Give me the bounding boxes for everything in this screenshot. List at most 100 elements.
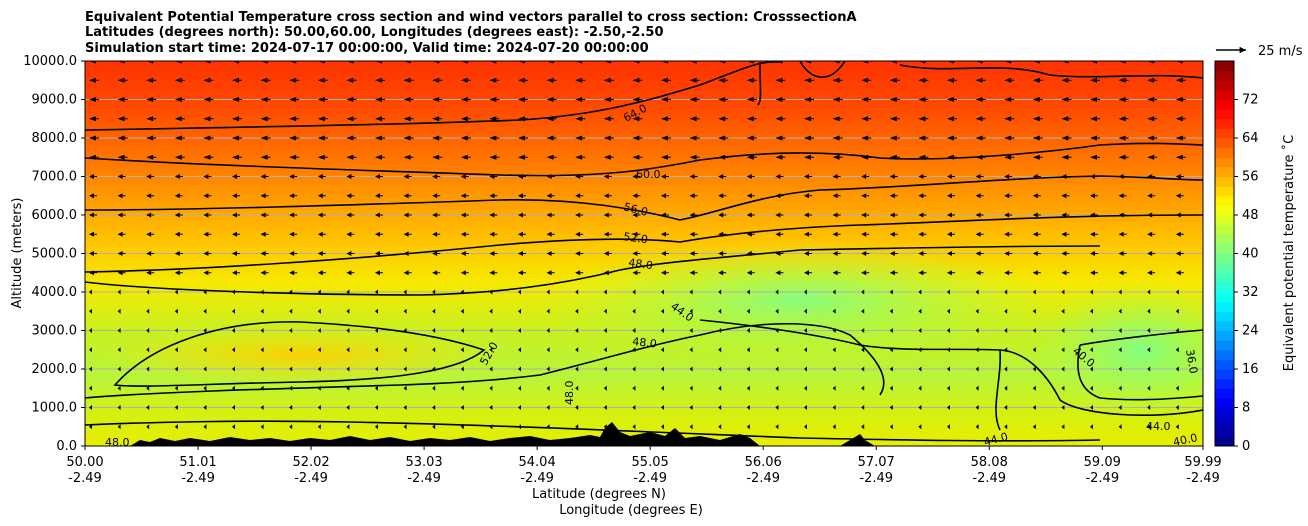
wind-vector [947,97,954,102]
wind-vector [117,328,121,333]
wind-vector [889,289,893,295]
wind-vector [432,193,438,199]
wind-vector [804,251,809,256]
cool-region-mid [540,240,1060,360]
wind-vector [661,251,666,256]
wind-vector [1175,154,1183,160]
contour-label-52: 52.0 [623,230,649,246]
wind-vector [117,135,125,141]
wind-vector [1004,289,1008,295]
wind-vector [832,212,838,218]
wind-vector [975,97,983,102]
wind-vector [1090,231,1095,237]
wind-vector [889,366,893,372]
colorbar-segment [1215,205,1234,216]
wind-vector [975,424,979,430]
wind-vector [432,135,440,141]
wind-vector [1061,61,1069,64]
wind-vector [460,251,466,256]
colorbar-segment [1215,320,1234,331]
wind-vector [575,270,581,276]
wind-vector [203,405,207,410]
wind-vector [146,231,152,237]
wind-vector [489,366,493,372]
wind-vector [661,154,668,160]
wind-vector [518,212,523,218]
wind-vector [1118,231,1124,237]
wind-vector [174,154,182,160]
wind-vector [889,193,895,199]
wind-vector [546,347,550,353]
wind-vector [1004,366,1008,372]
wind-vector [203,251,209,256]
wind-vector [1147,328,1151,333]
wind-vector [518,193,523,199]
wind-vector [432,308,436,314]
wind-vector [861,308,865,314]
wind-vector [546,328,550,333]
wind-vector [317,424,321,430]
wind-vector [1090,251,1095,256]
wind-vector [947,328,950,333]
wind-vector [918,405,922,410]
wind-vector [546,289,550,295]
wind-vector [460,174,466,179]
wind-vector [575,385,579,391]
wind-vector [689,154,697,160]
wind-vector [775,385,779,391]
wind-vector [432,231,438,237]
wind-vector [1147,347,1151,353]
wind-vector [947,270,952,276]
wind-vector [146,347,150,353]
wind-vector [1004,212,1010,218]
wind-vector [203,154,211,160]
y-tick-label: 10000.0 [23,54,77,69]
wind-vector [89,328,92,333]
y-tick-label: 2000.0 [32,362,78,377]
wind-vector [804,424,807,430]
wind-vector [603,308,607,314]
wind-vector [1147,231,1153,237]
colorbar-segment [1215,215,1234,226]
wind-vector [317,328,321,333]
wind-vector [661,328,664,333]
wind-vector [375,174,380,179]
wind-vector [489,251,495,256]
x-tick-label-lon: -2.49 [294,471,328,486]
wind-vector [317,308,321,314]
wind-vector [1118,347,1122,353]
wind-vector [174,385,178,391]
wind-vector [575,212,581,218]
wind-vector [746,212,752,218]
wind-vector [575,366,579,372]
wind-vector [1032,193,1038,199]
wind-vector [432,424,436,430]
wind-vector [661,174,666,179]
wind-vector [718,193,724,199]
contour-label-56: 56.0 [622,200,649,219]
contour-52-loop [113,321,486,387]
wind-vector [1061,231,1067,237]
wind-vector [1032,212,1038,218]
wind-vector [918,270,924,276]
wind-vector [289,212,295,218]
colorbar-segment [1215,349,1234,360]
wind-vector [232,231,237,237]
wind-vector [174,328,178,333]
wind-vector [947,366,950,372]
contour-label-44-right: 44.0 [1146,420,1171,433]
x-tick-label-lon: -2.49 [859,471,893,486]
contour-48-upper [85,245,1101,296]
colorbar-segment [1215,301,1234,312]
wind-vector [746,424,750,430]
y-tick-label: 9000.0 [32,93,78,108]
wind-vector [603,251,609,256]
wind-vector [775,424,779,430]
x-tick-label-lon: -2.49 [972,471,1006,486]
wind-vector [146,251,152,256]
wind-vector [1032,61,1040,64]
wind-vector [1118,193,1124,199]
wind-vector [947,289,950,295]
wind-vector [832,308,836,314]
wind-vector [1175,174,1181,179]
